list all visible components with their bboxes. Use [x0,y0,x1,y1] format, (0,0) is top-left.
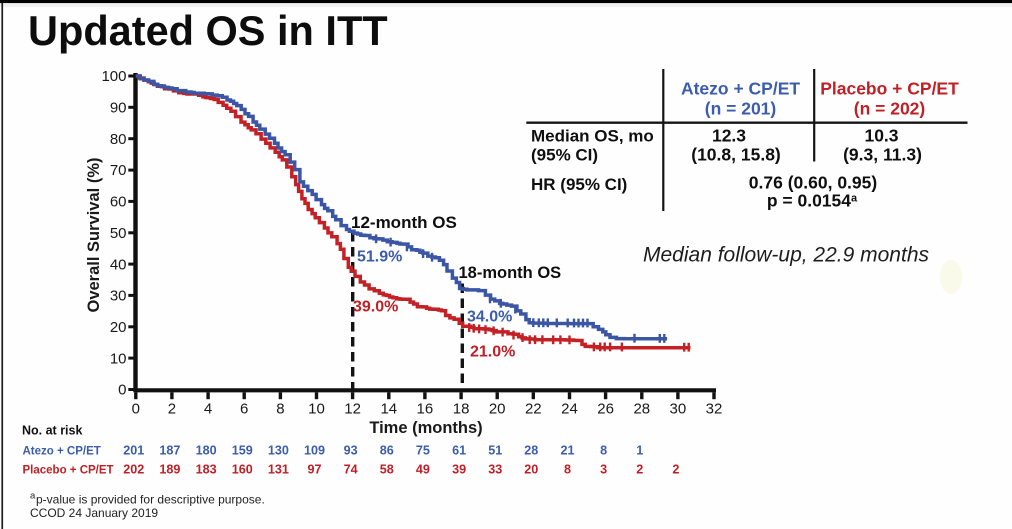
svg-text:40: 40 [110,256,127,273]
svg-text:131: 131 [268,463,289,477]
svg-text:109: 109 [304,444,325,458]
svg-text:50: 50 [110,225,127,242]
svg-text:22: 22 [525,401,542,418]
svg-text:26: 26 [597,401,614,418]
svg-text:60: 60 [110,194,127,211]
svg-text:160: 160 [232,463,253,477]
svg-text:8: 8 [564,463,571,477]
svg-text:10: 10 [308,401,325,418]
svg-text:202: 202 [123,463,144,477]
svg-text:0: 0 [132,401,140,418]
svg-text:21: 21 [560,444,574,458]
svg-text:1: 1 [636,444,643,458]
svg-text:10: 10 [110,350,127,367]
svg-text:187: 187 [159,444,180,458]
svg-text:18: 18 [453,401,470,418]
svg-text:3: 3 [600,463,607,477]
svg-text:CCOD 24 January 2019: CCOD 24 January 2019 [30,506,158,520]
svg-text:(95% CI): (95% CI) [531,146,598,165]
svg-text:80: 80 [110,131,127,148]
svg-text:18-month OS: 18-month OS [459,264,562,282]
svg-text:39.0%: 39.0% [353,299,398,316]
svg-text:20: 20 [110,319,127,336]
svg-text:a: a [30,491,36,502]
svg-text:33: 33 [488,463,502,477]
svg-text:16: 16 [417,401,434,418]
svg-text:159: 159 [232,444,253,458]
svg-text:No. at risk: No. at risk [22,424,82,438]
svg-text:(n = 201): (n = 201) [705,99,777,119]
svg-text:Median OS, mo: Median OS, mo [531,127,654,146]
svg-text:34.0%: 34.0% [467,309,512,326]
svg-text:75: 75 [416,444,430,458]
svg-text:97: 97 [307,463,321,477]
svg-text:12-month OS: 12-month OS [351,213,457,232]
svg-text:(9.3, 11.3): (9.3, 11.3) [843,145,922,165]
svg-text:24: 24 [561,401,578,418]
svg-text:20: 20 [489,401,506,418]
svg-text:0.76 (0.60, 0.95): 0.76 (0.60, 0.95) [749,173,877,193]
svg-text:p = 0.0154a: p = 0.0154a [767,191,858,211]
svg-text:51: 51 [488,444,502,458]
svg-text:30: 30 [670,401,687,418]
svg-text:0: 0 [118,382,126,399]
svg-text:93: 93 [344,444,358,458]
svg-text:HR (95% CI): HR (95% CI) [531,175,627,194]
svg-text:Median follow-up, 22.9 months: Median follow-up, 22.9 months [643,244,929,267]
svg-text:21.0%: 21.0% [470,344,515,361]
svg-text:130: 130 [268,444,289,458]
svg-text:189: 189 [159,463,180,477]
svg-text:183: 183 [196,463,217,477]
svg-text:12.3: 12.3 [712,126,746,146]
svg-text:100: 100 [101,68,126,85]
svg-text:Time (months): Time (months) [369,419,482,437]
svg-text:12: 12 [344,401,361,418]
svg-text:86: 86 [380,444,394,458]
svg-text:p-value is provided for descri: p-value is provided for descriptive purp… [36,493,265,507]
svg-text:6: 6 [240,401,248,418]
svg-text:49: 49 [416,463,430,477]
svg-text:2: 2 [168,401,176,418]
svg-text:Atezo + CP/ET: Atezo + CP/ET [681,79,800,99]
svg-text:70: 70 [110,162,127,179]
svg-text:Overall Survival (%): Overall Survival (%) [85,158,103,313]
svg-text:180: 180 [196,444,217,458]
svg-text:30: 30 [110,288,127,305]
svg-text:(n = 202): (n = 202) [854,99,926,119]
svg-text:28: 28 [633,401,650,418]
svg-text:8: 8 [276,401,284,418]
svg-text:Updated OS in ITT: Updated OS in ITT [28,7,388,54]
svg-text:201: 201 [123,444,144,458]
svg-text:32: 32 [706,401,723,418]
svg-text:4: 4 [204,401,212,418]
svg-text:2: 2 [636,463,643,477]
svg-text:74: 74 [344,463,358,477]
svg-text:61: 61 [452,444,466,458]
svg-text:58: 58 [380,463,394,477]
svg-text:2: 2 [672,463,679,477]
svg-text:10.3: 10.3 [864,126,898,146]
svg-text:(10.8, 15.8): (10.8, 15.8) [691,145,781,165]
svg-text:20: 20 [524,463,538,477]
svg-text:Atezo + CP/ET: Atezo + CP/ET [23,446,101,458]
svg-text:51.9%: 51.9% [357,249,402,266]
svg-text:39: 39 [452,463,466,477]
svg-text:Placebo + CP/ET: Placebo + CP/ET [820,79,959,99]
svg-text:28: 28 [524,444,538,458]
svg-text:Placebo + CP/ET: Placebo + CP/ET [23,465,114,477]
svg-text:90: 90 [110,100,127,117]
svg-text:8: 8 [600,444,607,458]
svg-text:14: 14 [380,401,397,418]
